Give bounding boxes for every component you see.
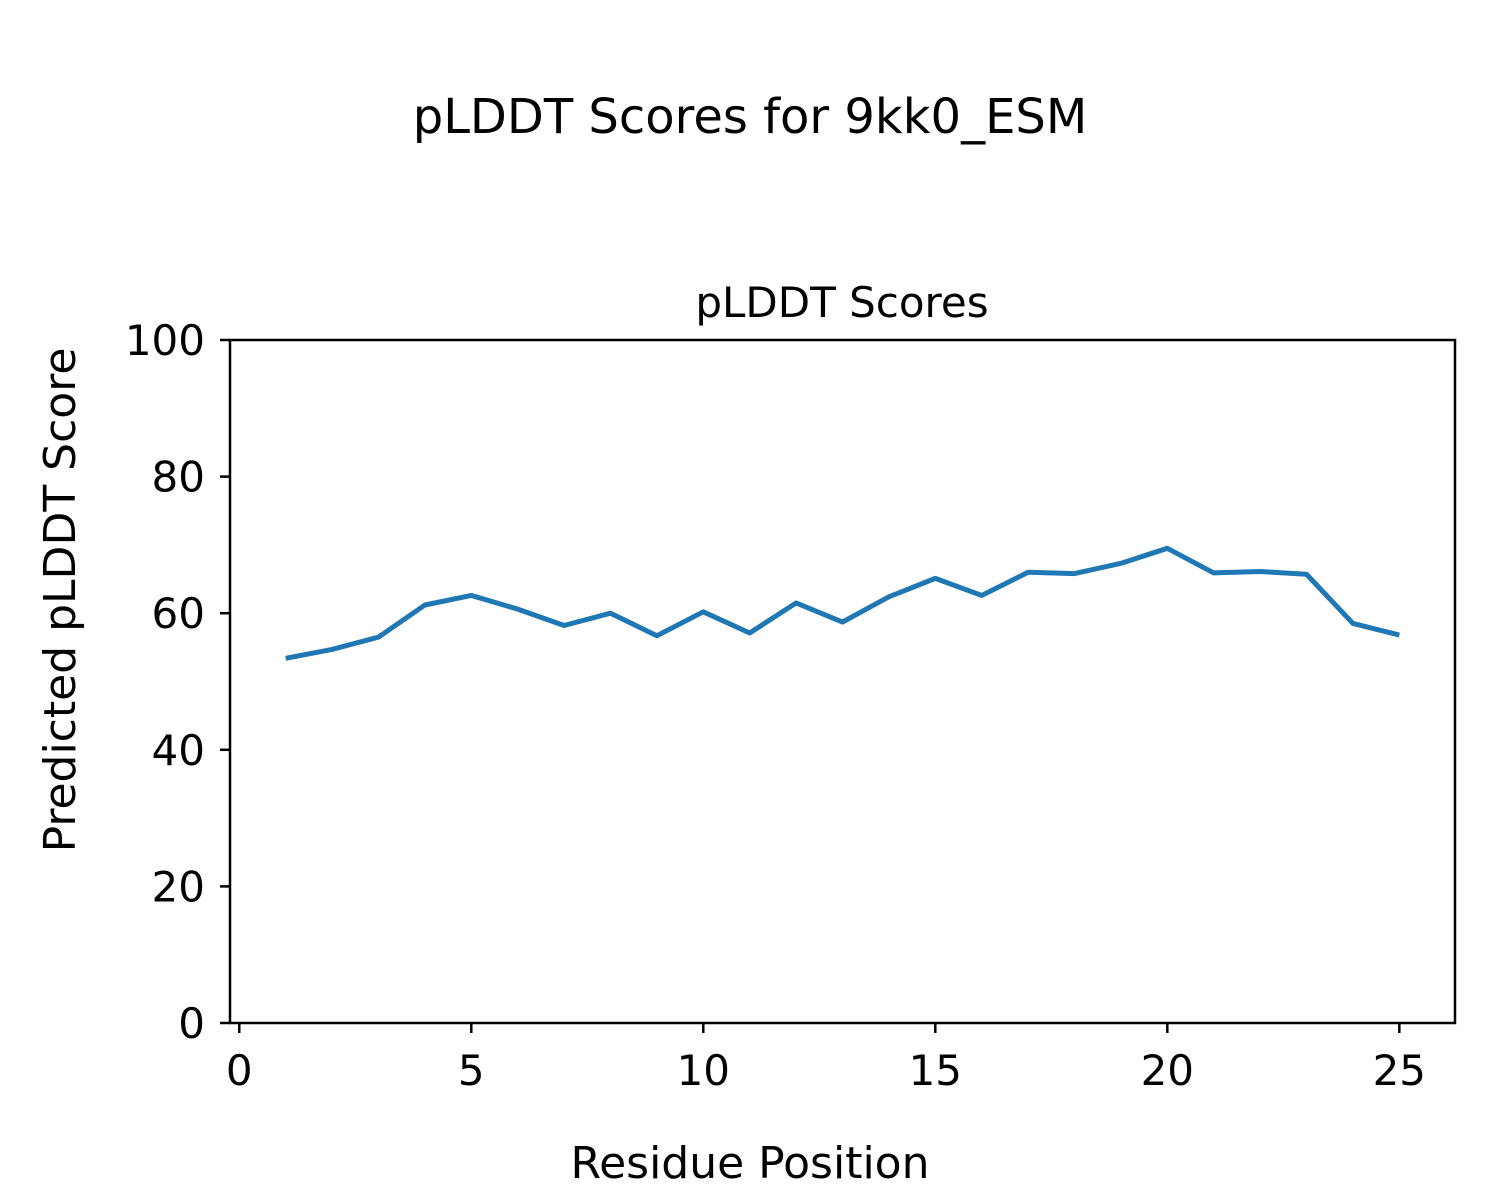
x-tick-label: 5 bbox=[458, 1046, 485, 1095]
x-tick-label: 25 bbox=[1373, 1046, 1426, 1095]
plot-border bbox=[228, 338, 1457, 1025]
y-tick-label: 80 bbox=[152, 453, 205, 502]
x-axis-label: Residue Position bbox=[570, 1138, 929, 1189]
chart-title: pLDDT Scores bbox=[695, 278, 988, 327]
plot-area: 0 5 10 15 20 25 0 20 40 60 80 100 bbox=[125, 316, 1457, 1095]
x-tick-label: 20 bbox=[1141, 1046, 1194, 1095]
x-tick-label: 0 bbox=[226, 1046, 253, 1095]
figure-title: pLDDT Scores for 9kk0_ESM bbox=[413, 89, 1088, 145]
y-tick-label: 60 bbox=[152, 589, 205, 638]
data-line bbox=[285, 545, 1400, 661]
y-tick-label: 100 bbox=[125, 316, 205, 365]
x-tick-label: 10 bbox=[677, 1046, 730, 1095]
y-axis-label: Predicted pLDDT Score bbox=[35, 348, 86, 853]
x-tick-label: 15 bbox=[909, 1046, 962, 1095]
y-tick-label: 40 bbox=[152, 726, 205, 775]
y-tick-label: 20 bbox=[152, 862, 205, 911]
y-tick-label: 0 bbox=[178, 999, 205, 1048]
